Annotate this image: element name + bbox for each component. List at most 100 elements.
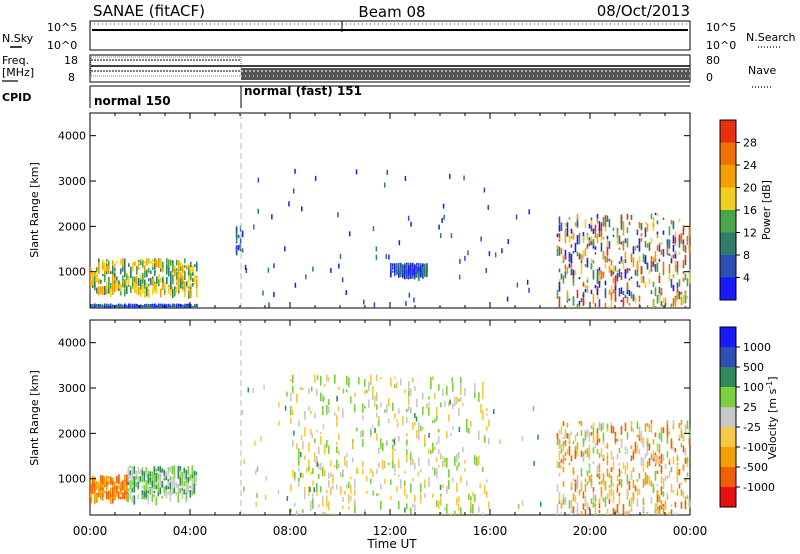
echo-cell <box>408 292 411 298</box>
echo-cell <box>179 470 182 475</box>
echo-cell <box>328 501 330 511</box>
echo-cell <box>142 284 144 287</box>
echo-cell <box>412 262 414 268</box>
echo-cell <box>602 497 605 502</box>
echo-cell <box>624 238 627 244</box>
echo-cell <box>141 467 144 471</box>
echo-cell <box>110 271 112 274</box>
echo-cell <box>588 223 591 229</box>
echo-cell <box>596 233 599 244</box>
echo-cell <box>334 464 336 468</box>
colorbar-segment <box>720 187 736 210</box>
echo-cell <box>656 454 659 464</box>
echo-cell <box>155 496 158 506</box>
echo-cell <box>392 270 394 273</box>
echo-cell <box>626 511 629 515</box>
echo-cell <box>136 277 138 288</box>
echo-cell <box>130 305 132 308</box>
echo-cell <box>574 483 577 492</box>
echo-cell <box>422 266 424 274</box>
echo-cell <box>336 484 338 490</box>
echo-cell <box>138 277 140 286</box>
echo-cell <box>598 299 601 308</box>
echo-cell <box>670 483 673 489</box>
echo-cell <box>664 302 667 306</box>
echo-cell <box>678 251 681 255</box>
echo-cell <box>586 481 589 486</box>
echo-cell <box>456 396 458 405</box>
colorbar-segment <box>720 165 736 188</box>
echo-cell <box>378 462 380 469</box>
echo-cell <box>596 473 599 478</box>
echo-cell <box>412 268 414 276</box>
echo-cell <box>652 450 655 459</box>
echo-cell <box>376 469 378 475</box>
echo-cell <box>640 431 643 441</box>
echo-cell <box>560 448 563 454</box>
echo-cell <box>454 510 456 515</box>
echo-cell <box>337 406 340 412</box>
echo-cell <box>134 278 136 285</box>
echo-cell <box>460 385 462 395</box>
echo-cell <box>628 289 631 296</box>
echo-cell <box>594 252 597 255</box>
echo-cell <box>172 305 174 308</box>
echo-cell <box>606 215 609 223</box>
echo-cell <box>638 221 641 229</box>
echo-cell <box>344 490 346 495</box>
echo-cell <box>660 433 663 443</box>
echo-cell <box>170 306 172 308</box>
echo-cell <box>122 305 124 308</box>
echo-cell <box>658 293 661 303</box>
echo-cell <box>660 453 663 464</box>
echo-cell <box>662 297 665 303</box>
echo-cell <box>482 409 484 420</box>
echo-cell <box>146 282 148 291</box>
echo-cell <box>310 410 312 415</box>
echo-cell <box>456 497 458 506</box>
frequency-panel: Freq. [MHz] Nave 18 8 80 0 <box>2 54 776 88</box>
echo-cell <box>140 289 142 297</box>
echo-cell <box>316 375 319 381</box>
echo-cell <box>658 258 661 262</box>
echo-cell <box>638 489 641 495</box>
echo-cell <box>616 483 619 488</box>
echo-cell <box>114 488 116 491</box>
echo-cell <box>137 481 140 489</box>
echo-cell <box>658 243 661 252</box>
echo-cell <box>160 304 162 308</box>
echo-cell <box>646 440 649 447</box>
echo-cell <box>608 265 611 273</box>
echo-cell <box>192 272 194 276</box>
y-tick-label: 1000 <box>58 473 86 486</box>
echo-cell <box>428 402 430 407</box>
echo-cell <box>413 297 415 303</box>
echo-cell <box>606 238 609 248</box>
echo-cell <box>124 279 126 288</box>
echo-cell <box>686 457 689 464</box>
echo-cell <box>320 486 322 493</box>
echo-cell <box>646 305 649 308</box>
echo-cell <box>562 275 565 284</box>
echo-cell <box>478 430 480 441</box>
echo-cell <box>166 303 168 307</box>
echo-cell <box>436 500 438 507</box>
echo-cell <box>446 503 448 514</box>
echo-cell <box>678 422 681 429</box>
echo-cell <box>444 507 446 511</box>
echo-cell <box>596 213 599 222</box>
echo-cell <box>326 495 328 503</box>
echo-cell <box>376 433 378 441</box>
echo-cell <box>598 498 601 509</box>
echo-cell <box>436 468 438 479</box>
echo-cell <box>136 305 138 308</box>
echo-cell <box>396 264 398 272</box>
echo-cell <box>191 469 194 477</box>
echo-cell <box>384 478 386 484</box>
echo-cell <box>262 290 264 296</box>
echo-cell <box>556 438 559 446</box>
echo-cell <box>263 384 265 390</box>
echo-cell <box>628 221 631 225</box>
echo-cell <box>410 264 412 270</box>
echo-cell <box>94 482 96 486</box>
